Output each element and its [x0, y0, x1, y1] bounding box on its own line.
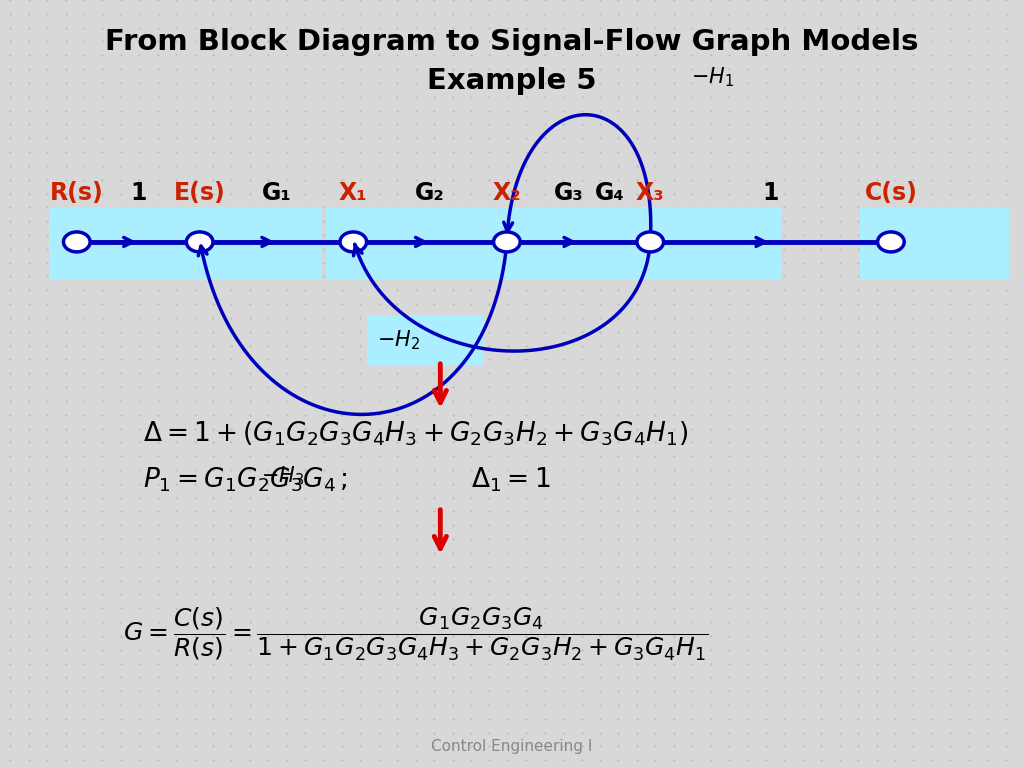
Text: $-H_3$: $-H_3$ [261, 465, 304, 488]
Circle shape [878, 232, 904, 252]
Text: From Block Diagram to Signal-Flow Graph Models: From Block Diagram to Signal-Flow Graph … [105, 28, 919, 56]
FancyBboxPatch shape [623, 207, 781, 280]
Text: R(s): R(s) [50, 181, 103, 205]
Text: Control Engineering I: Control Engineering I [431, 739, 593, 754]
FancyBboxPatch shape [49, 207, 198, 280]
Text: G₃: G₃ [554, 181, 583, 205]
Text: X₁: X₁ [339, 181, 368, 205]
FancyBboxPatch shape [172, 207, 321, 280]
Text: $P_1 = G_1G_2G_3G_4\,;$: $P_1 = G_1G_2G_3G_4\,;$ [143, 465, 348, 495]
Text: G₂: G₂ [415, 181, 445, 205]
FancyBboxPatch shape [479, 207, 669, 280]
Circle shape [637, 232, 664, 252]
FancyBboxPatch shape [367, 315, 484, 365]
Text: X₂: X₂ [493, 181, 521, 205]
FancyBboxPatch shape [326, 207, 484, 280]
Text: 1: 1 [130, 181, 146, 205]
Text: $G = \dfrac{C(s)}{R(s)} = \dfrac{G_1G_2G_3G_4}{1+G_1G_2G_3G_4H_3+G_2G_3H_2+G_3G_: $G = \dfrac{C(s)}{R(s)} = \dfrac{G_1G_2G… [123, 605, 709, 662]
Text: C(s): C(s) [864, 181, 918, 205]
Text: $-H_1$: $-H_1$ [691, 65, 734, 88]
FancyBboxPatch shape [860, 207, 1009, 280]
Circle shape [186, 232, 213, 252]
Text: G₄: G₄ [594, 181, 625, 205]
Text: $-H_2$: $-H_2$ [377, 328, 420, 352]
Text: G₁: G₁ [261, 181, 292, 205]
Text: 1: 1 [763, 181, 778, 205]
Text: X₃: X₃ [636, 181, 665, 205]
Text: Example 5: Example 5 [427, 67, 597, 94]
Text: $\Delta = 1 + (G_1G_2G_3G_4H_3 + G_2G_3H_2 + G_3G_4H_1)$: $\Delta = 1 + (G_1G_2G_3G_4H_3 + G_2G_3H… [143, 419, 688, 449]
Circle shape [494, 232, 520, 252]
Text: E(s): E(s) [174, 181, 225, 205]
Circle shape [340, 232, 367, 252]
Text: $\Delta_1 = 1$: $\Delta_1 = 1$ [471, 465, 551, 495]
Circle shape [63, 232, 90, 252]
